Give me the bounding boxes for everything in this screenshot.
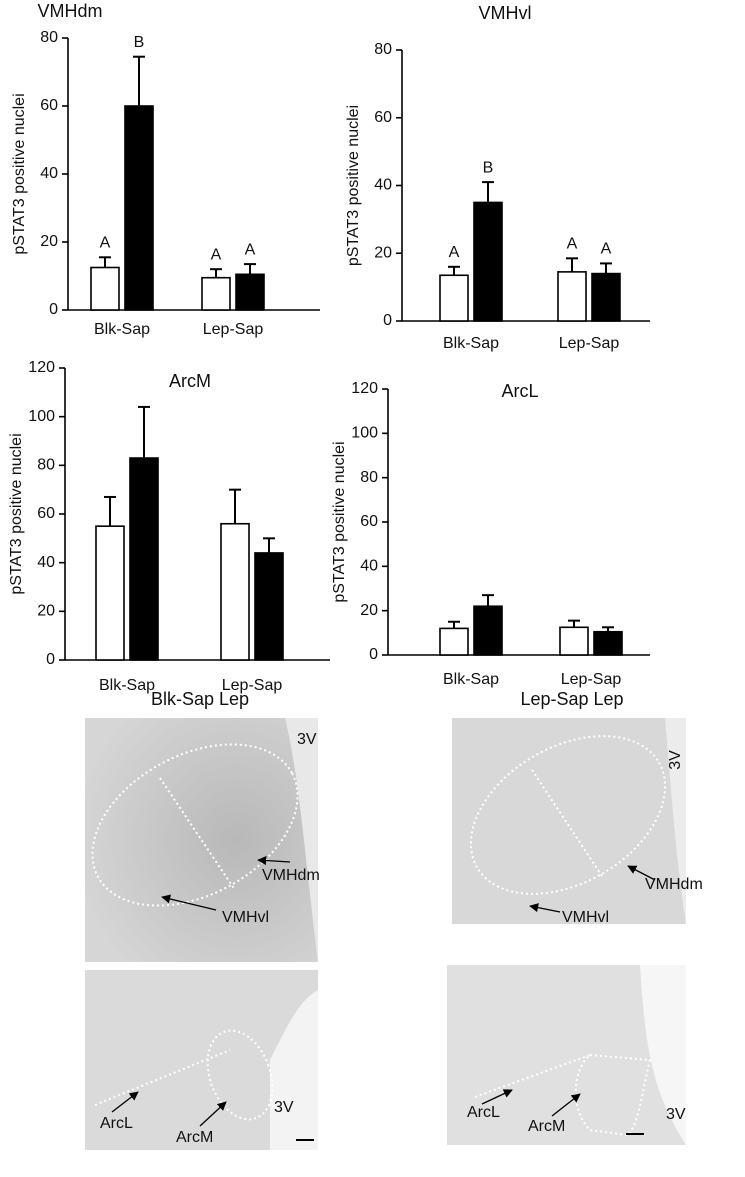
- y-tick-label: 100: [28, 408, 55, 425]
- group-label: A: [100, 235, 111, 252]
- bar: [593, 630, 623, 656]
- bar: [254, 552, 284, 661]
- y-axis-label: pSTAT3 positive nuclei: [11, 93, 28, 254]
- bar: [559, 626, 589, 656]
- micrograph-title: Lep-Sap Lep: [520, 689, 623, 709]
- y-tick-label: 80: [374, 41, 392, 58]
- bar: [129, 457, 159, 661]
- bar: [95, 525, 125, 661]
- label: ArcL: [467, 1104, 500, 1121]
- y-tick-label: 0: [383, 312, 392, 329]
- micrograph-title: Blk-Sap Lep: [151, 689, 249, 709]
- label: ArcM: [528, 1118, 565, 1135]
- y-tick-label: 80: [37, 457, 55, 474]
- x-tick-label: Lep-Sap: [203, 321, 264, 338]
- label: VMHdm: [645, 876, 703, 893]
- y-tick-label: 40: [374, 177, 392, 194]
- y-axis-label: pSTAT3 positive nuclei: [8, 433, 25, 594]
- group-label: A: [449, 244, 460, 261]
- bar: [591, 272, 621, 322]
- x-tick-label: Blk-Sap: [443, 671, 499, 688]
- y-tick-label: 60: [360, 513, 378, 530]
- x-tick-label: Blk-Sap: [99, 677, 155, 694]
- bar: [235, 273, 265, 311]
- y-tick-label: 100: [351, 425, 378, 442]
- group-label: A: [211, 246, 222, 263]
- x-tick-label: Lep-Sap: [222, 677, 283, 694]
- y-tick-label: 120: [351, 380, 378, 397]
- x-tick-label: Blk-Sap: [443, 335, 499, 352]
- group-label: B: [134, 34, 145, 51]
- y-tick-label: 20: [374, 244, 392, 261]
- group-label: A: [601, 241, 612, 258]
- bar: [557, 271, 587, 322]
- label: VMHdm: [262, 867, 320, 884]
- group-label: B: [483, 159, 494, 176]
- y-tick-label: 60: [37, 505, 55, 522]
- y-tick-label: 0: [369, 646, 378, 663]
- bar: [124, 105, 154, 311]
- y-tick-label: 20: [37, 603, 55, 620]
- bar: [90, 266, 120, 311]
- bar: [473, 605, 503, 656]
- bar: [201, 276, 231, 311]
- x-tick-label: Blk-Sap: [94, 321, 150, 338]
- micrograph-blk-top: 3V VMHdm VMHvl: [85, 718, 320, 962]
- label: VMHvl: [222, 909, 269, 926]
- y-tick-label: 60: [374, 109, 392, 126]
- bar: [439, 627, 469, 656]
- y-tick-label: 40: [40, 165, 58, 182]
- label: 3V: [297, 731, 317, 748]
- group-label: A: [567, 236, 578, 253]
- chart-title: ArcM: [169, 371, 211, 391]
- x-tick-label: Lep-Sap: [561, 671, 622, 688]
- chart-title: ArcL: [501, 381, 538, 401]
- y-tick-label: 60: [40, 97, 58, 114]
- label: ArcL: [100, 1115, 133, 1132]
- y-axis-label: pSTAT3 positive nuclei: [331, 441, 348, 602]
- chart-title: VMHvl: [479, 3, 532, 23]
- bar: [220, 522, 250, 661]
- label: 3V: [666, 1106, 686, 1123]
- label: 3V: [667, 750, 684, 770]
- bar: [473, 201, 503, 322]
- y-tick-label: 40: [360, 558, 378, 575]
- micrograph-blk-bottom: ArcL ArcM 3V: [85, 970, 318, 1150]
- x-tick-label: Lep-Sap: [559, 335, 620, 352]
- bar: [439, 274, 469, 322]
- y-tick-label: 80: [360, 469, 378, 486]
- y-axis-label: pSTAT3 positive nuclei: [345, 105, 362, 266]
- micrograph-lep-top: 3V VMHdm VMHvl: [452, 718, 703, 926]
- micrograph-lep-bottom: ArcL ArcM 3V: [447, 965, 686, 1145]
- y-tick-label: 0: [46, 651, 55, 668]
- y-tick-label: 80: [40, 29, 58, 46]
- label: ArcM: [176, 1129, 213, 1146]
- y-tick-label: 20: [360, 602, 378, 619]
- label: VMHvl: [562, 909, 609, 926]
- y-tick-label: 120: [28, 359, 55, 376]
- label: 3V: [274, 1099, 294, 1116]
- y-tick-label: 0: [49, 301, 58, 318]
- group-label: A: [245, 241, 256, 258]
- y-tick-label: 40: [37, 554, 55, 571]
- y-tick-label: 20: [40, 233, 58, 250]
- chart-title: VMHdm: [37, 1, 102, 21]
